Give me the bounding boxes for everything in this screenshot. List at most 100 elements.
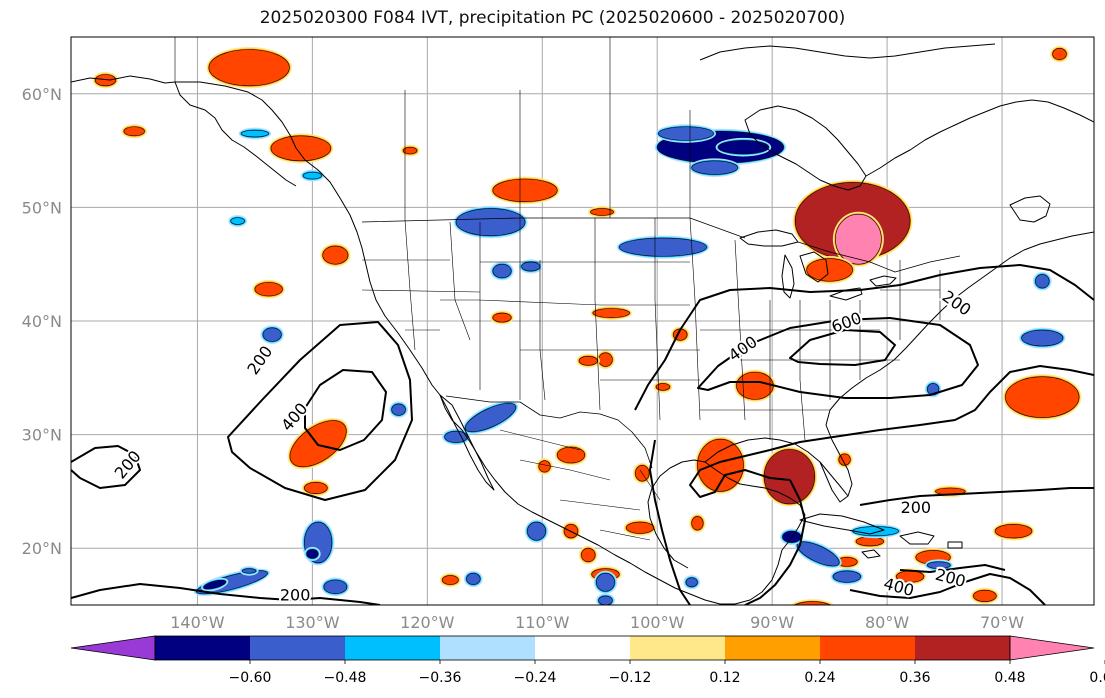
precip-pc-area	[490, 310, 514, 325]
precip-pc-core	[240, 129, 270, 138]
border-us-canada	[361, 217, 961, 273]
precip-pc-core	[994, 524, 1033, 539]
precip-pc-core	[464, 402, 517, 433]
colorbar-tick-label: −0.48	[324, 670, 367, 686]
precip-pc-area	[389, 401, 408, 418]
precip-pc-area	[1019, 327, 1066, 349]
precip-pc-core	[658, 126, 714, 141]
lat-tick-label: 40°N	[22, 312, 62, 331]
ivt-contour-label: 200	[939, 287, 975, 320]
colorbar-swatch	[915, 636, 1010, 660]
precip-pc-core	[306, 549, 319, 559]
precip-pc-core	[304, 482, 328, 494]
lat-tick-label: 50°N	[22, 198, 62, 217]
colorbar: −0.60 −0.48 −0.36 −0.24 −0.12 0.12 0.24 0.36 0.4…	[70, 635, 1105, 686]
precip-pc-area	[462, 401, 519, 435]
ivt-400-west	[304, 369, 387, 451]
colorbar-swatch	[440, 636, 535, 660]
precip-pc-core	[492, 312, 512, 323]
lon-tick-label: 70°W	[980, 613, 1024, 632]
border-us-mexico	[445, 395, 653, 469]
precip-pc-area	[578, 545, 598, 565]
precip-pc-area	[804, 256, 856, 284]
precip-pc-area	[453, 206, 528, 239]
precip-pc-core	[94, 74, 117, 87]
precip-pc-core	[455, 208, 526, 237]
precip-pc-core	[736, 371, 774, 400]
colorbar-swatch	[535, 636, 630, 660]
precip-pc-area	[252, 279, 285, 299]
precip-pc-area	[321, 577, 350, 597]
colorbar-frame	[154, 635, 1011, 661]
precip-pc-area	[320, 243, 351, 267]
lon-tick-label: 140°W	[170, 613, 225, 632]
lat-tick-label: 20°N	[22, 539, 62, 558]
precip-pc-core	[855, 536, 884, 547]
lake-superior	[739, 229, 799, 247]
island-jamaica	[861, 549, 881, 559]
ivt-200-west	[227, 321, 413, 501]
precip-pc-core	[1005, 376, 1080, 418]
precip-pc-area	[201, 577, 229, 592]
ivt-contours	[71, 264, 1094, 605]
precip-pc-area	[689, 158, 741, 177]
colorbar-tick-label: 0.60	[1089, 670, 1105, 686]
colorbar-swatch	[345, 636, 440, 660]
ivt-200-far-west	[71, 445, 141, 489]
coastline-hudson-bay	[744, 105, 867, 191]
coastline-baja	[439, 394, 495, 491]
precip-pc-core	[262, 327, 282, 342]
precip-pc-core	[492, 263, 512, 279]
lon-tick-label: 120°W	[400, 613, 455, 632]
precip-pc-area	[794, 539, 842, 569]
precip-pc-core	[302, 171, 322, 180]
precip-pc-core	[806, 258, 853, 282]
ivt-600-east	[789, 329, 896, 366]
colorbar-tick-label: 0.12	[709, 670, 740, 686]
precip-pc-area	[655, 124, 717, 143]
map-title: 2025020300 F084 IVT, precipitation PC (2…	[259, 8, 846, 28]
precip-pc-core	[208, 49, 290, 87]
lake-huron	[799, 251, 829, 283]
precip-pc-area	[689, 513, 706, 533]
precip-pc-core	[618, 237, 707, 257]
precip-pc-area	[992, 521, 1035, 541]
precip-pc-area	[536, 458, 553, 475]
colorbar-tick-label: −0.60	[229, 670, 272, 686]
island-hispaniola	[899, 531, 935, 545]
precip-pc-area	[715, 137, 772, 157]
precip-pc-core	[581, 547, 596, 563]
ivt-200-east	[634, 264, 1094, 605]
colorbar-extend-low	[70, 635, 156, 661]
precip-pc-core	[270, 135, 332, 162]
coastline-florida	[819, 461, 849, 503]
colorbar-swatch	[250, 636, 345, 660]
colorbar-swatch	[725, 636, 820, 660]
precip-pc-core	[527, 521, 547, 541]
precip-pc-area	[439, 572, 461, 588]
precip-pc-core	[230, 217, 245, 225]
colorbar-tick-label: 0.48	[994, 670, 1025, 686]
precip-pc-area	[301, 479, 330, 497]
precip-pc-core	[793, 601, 831, 605]
precip-pc-area	[1032, 271, 1052, 291]
lon-tick-label: 80°W	[865, 613, 909, 632]
precip-pc-core	[254, 282, 283, 297]
precip-pc-core	[598, 352, 613, 367]
precip-pc-core	[466, 572, 481, 585]
precip-pc-core	[1021, 329, 1064, 347]
precip-pc-area	[519, 259, 543, 274]
precip-pc-area	[490, 261, 514, 281]
precip-pc-area	[832, 211, 884, 267]
precip-pc-core	[123, 126, 145, 137]
ivt-contour-label: 200	[243, 342, 276, 378]
precip-pc-area	[121, 124, 148, 139]
precip-pc-core	[838, 453, 851, 466]
precip-pc-area	[970, 587, 999, 605]
precip-pc-area	[300, 169, 325, 182]
ivt-contour-label: 200	[280, 585, 311, 604]
precip-pc-area	[588, 206, 617, 218]
precip-pc-core	[852, 526, 899, 537]
coastline-arctic	[699, 43, 996, 61]
